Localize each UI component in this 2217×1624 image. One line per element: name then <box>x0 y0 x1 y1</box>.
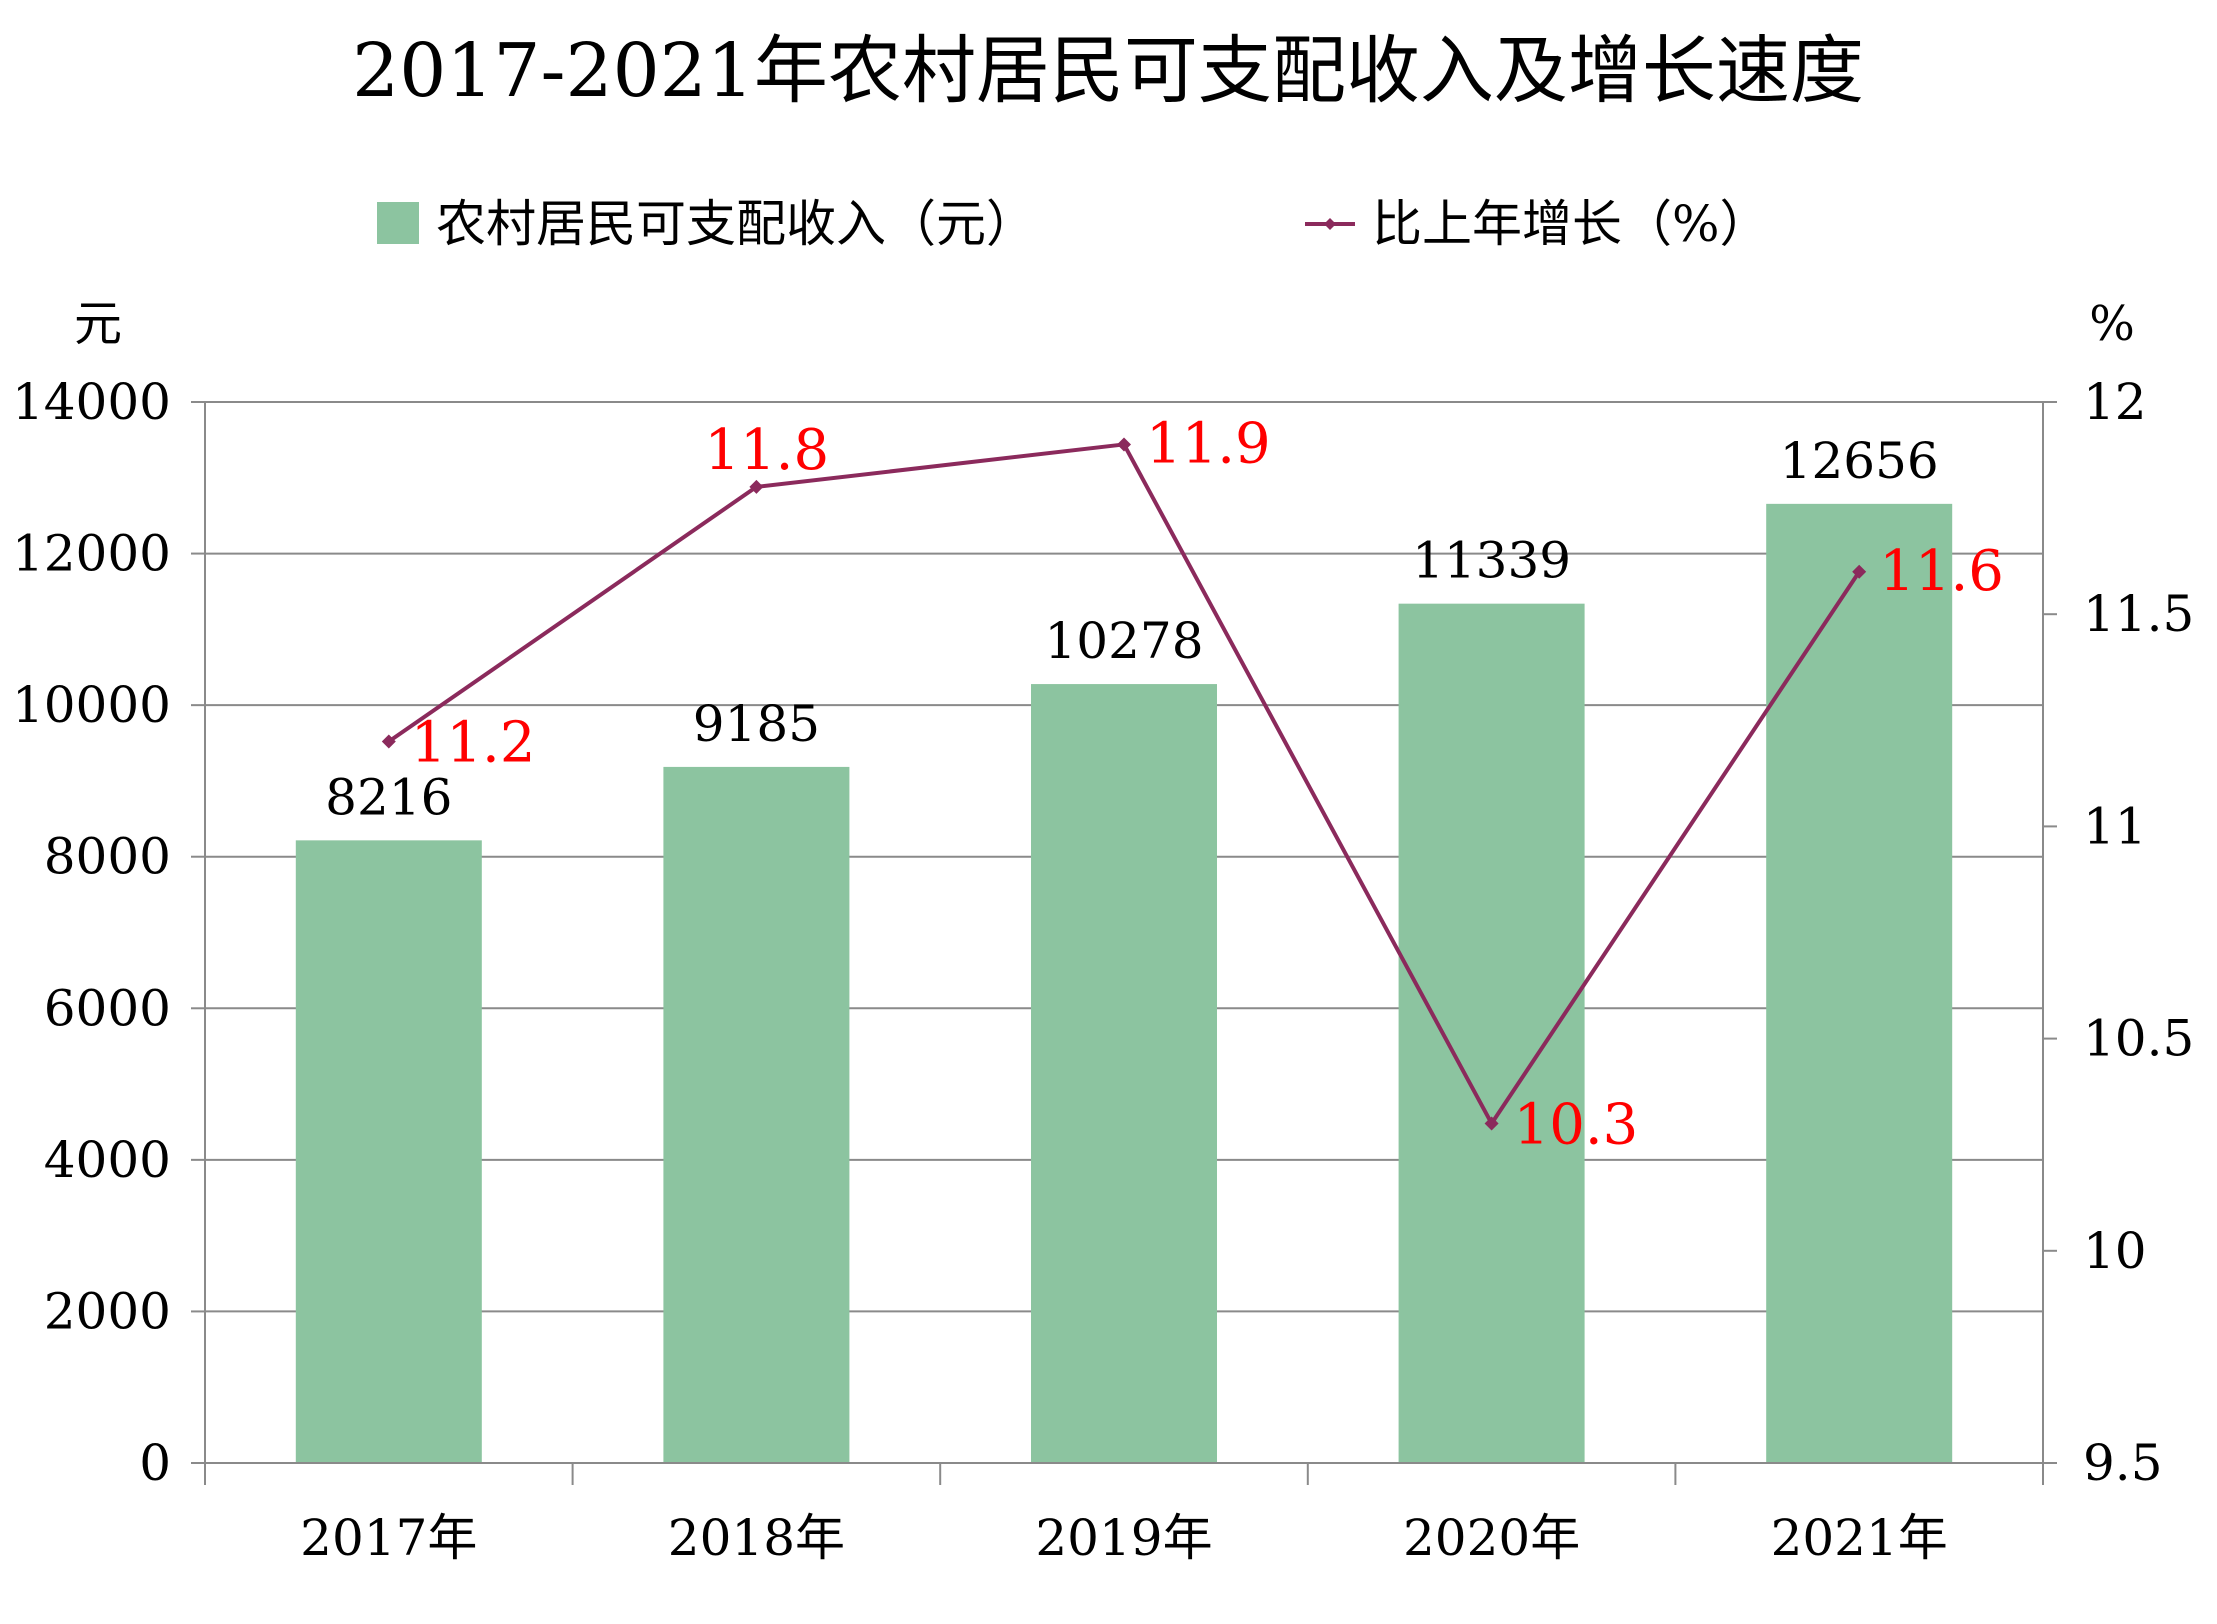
left-tick-label: 14000 <box>12 373 171 431</box>
left-axis-ticks: 0 2000 4000 6000 8000 10000 12000 14000 <box>12 373 171 1492</box>
bar-value-label: 9185 <box>693 695 820 753</box>
left-tick-label: 2000 <box>44 1282 171 1340</box>
bar <box>1766 503 1953 1464</box>
right-tick-label: 9.5 <box>2083 1434 2163 1492</box>
line-point <box>1852 564 1867 579</box>
chart-title: 2017-2021年农村居民可支配收入及增长速度 <box>352 28 1864 114</box>
bar <box>1398 603 1585 1463</box>
left-tick-label: 10000 <box>12 676 171 734</box>
bar-series <box>295 503 1953 1464</box>
data-labels: 8216 9185 10278 11339 12656 11.2 11.8 11.9 10.3 1… <box>325 411 2004 1157</box>
bar <box>663 766 850 1463</box>
category-label: 2019年 <box>1035 1509 1212 1567</box>
right-tick-label: 10 <box>2083 1222 2147 1280</box>
category-label: 2021年 <box>1771 1509 1948 1567</box>
left-axis-unit: 元 <box>74 296 122 352</box>
left-tick-label: 4000 <box>44 1131 171 1189</box>
category-axis: 2017年 2018年 2019年 2020年 2021年 <box>300 1509 1948 1567</box>
legend: 农村居民可支配收入（元） 比上年增长（%） <box>377 195 1770 253</box>
right-axis-ticks: 9.5 10 10.5 11 11.5 12 <box>2083 373 2194 1492</box>
right-tick-label: 10.5 <box>2083 1010 2194 1068</box>
line-series <box>381 437 1867 1131</box>
left-tick-label: 0 <box>139 1434 171 1492</box>
line-point <box>381 734 396 749</box>
line-value-label: 11.9 <box>1146 411 1271 476</box>
legend-line-marker <box>1324 218 1336 230</box>
left-tick-label: 12000 <box>12 525 171 583</box>
category-label: 2017年 <box>300 1509 477 1567</box>
legend-bar-label: 农村居民可支配收入（元） <box>436 195 1036 253</box>
bar <box>1031 684 1217 1463</box>
legend-line-label: 比上年增长（%） <box>1372 195 1770 253</box>
line-value-label: 11.2 <box>411 711 536 776</box>
right-tick-label: 11.5 <box>2083 585 2194 643</box>
line-point <box>1117 437 1131 452</box>
bar-value-label: 10278 <box>1044 612 1203 670</box>
right-tick-label: 11 <box>2083 797 2147 855</box>
left-tick-label: 8000 <box>44 828 171 886</box>
line-point <box>749 479 764 494</box>
category-label: 2018年 <box>668 1509 845 1567</box>
line-value-label: 11.6 <box>1879 539 2004 604</box>
right-axis-unit: % <box>2089 296 2135 352</box>
bar-value-label: 8216 <box>325 768 452 826</box>
line-point <box>1484 1116 1499 1131</box>
legend-bar-swatch <box>377 202 419 244</box>
line-value-label: 10.3 <box>1514 1092 1639 1157</box>
left-tick-label: 6000 <box>44 979 171 1037</box>
line-value-label: 11.8 <box>704 418 829 483</box>
right-tick-label: 12 <box>2083 373 2147 431</box>
category-label: 2020年 <box>1403 1509 1580 1567</box>
bar-value-label: 12656 <box>1780 432 1939 490</box>
axes <box>191 401 2057 1485</box>
bar <box>295 840 482 1463</box>
bar-value-label: 11339 <box>1412 532 1571 590</box>
